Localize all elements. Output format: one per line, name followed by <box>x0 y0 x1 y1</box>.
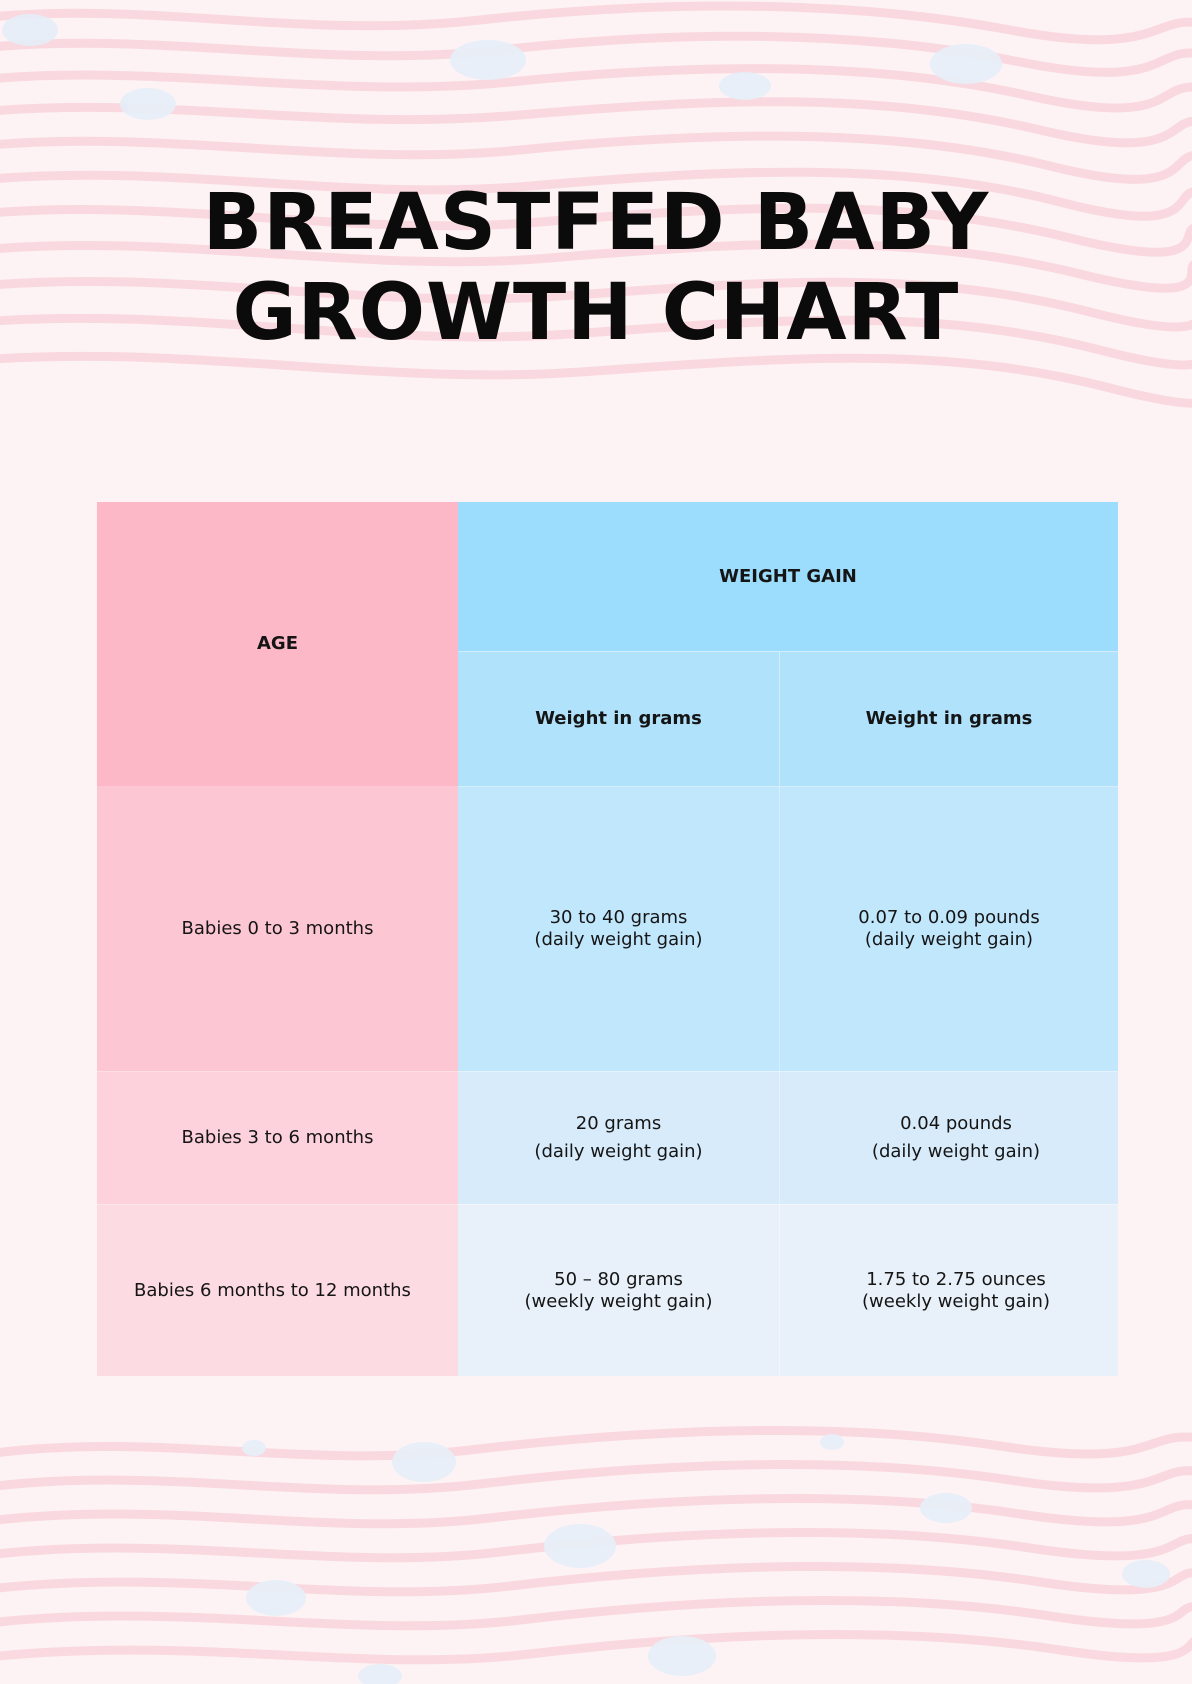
age-header-label: AGE <box>256 633 298 654</box>
weight-gain-header-label: WEIGHT GAIN <box>719 565 857 587</box>
row-grams-value: 30 to 40 grams <box>549 907 688 928</box>
table-row-pounds: 0.04 pounds (daily weight gain) <box>780 1071 1118 1204</box>
row-grams-value: 20 grams <box>575 1113 662 1134</box>
row-grams-note: (daily weight gain) <box>534 1141 703 1162</box>
page-title: Breastfed Baby Growth Chart <box>0 178 1192 358</box>
table-row-pounds: 1.75 to 2.75 ounces (weekly weight gain) <box>780 1204 1118 1376</box>
subheader-pounds: Weight in grams <box>780 651 1118 786</box>
table-row-grams: 30 to 40 grams (daily weight gain) <box>458 786 780 1071</box>
table-row-age: Babies 3 to 6 months <box>97 1071 458 1204</box>
row-pounds-note: (daily weight gain) <box>871 1141 1041 1162</box>
age-header: AGE <box>97 502 458 786</box>
row-grams-note: (daily weight gain) <box>534 929 703 950</box>
weight-gain-header: WEIGHT GAIN <box>458 502 1118 651</box>
title-line-2: Growth Chart <box>232 268 960 358</box>
row-pounds-note: (weekly weight gain) <box>862 1290 1050 1312</box>
table-row-grams: 50 – 80 grams (weekly weight gain) <box>458 1204 780 1376</box>
row-pounds-value: 0.07 to 0.09 pounds <box>858 907 1040 928</box>
table-row-age: Babies 6 months to 12 months <box>97 1204 458 1376</box>
table-row-pounds: 0.07 to 0.09 pounds (daily weight gain) <box>780 786 1118 1071</box>
row-age-label: Babies 0 to 3 months <box>181 917 374 939</box>
table-row-grams: 20 grams (daily weight gain) <box>458 1071 780 1204</box>
table-row-age: Babies 0 to 3 months <box>97 786 458 1071</box>
row-pounds-value: 1.75 to 2.75 ounces <box>866 1268 1046 1290</box>
row-age-label: Babies 3 to 6 months <box>181 1127 374 1148</box>
row-pounds-note: (daily weight gain) <box>864 929 1034 950</box>
title-line-1: Breastfed Baby <box>202 178 990 268</box>
row-grams-value: 50 – 80 grams <box>554 1268 683 1290</box>
subheader-grams: Weight in grams <box>458 651 780 786</box>
row-grams-note: (weekly weight gain) <box>524 1290 713 1312</box>
row-pounds-value: 0.04 pounds <box>900 1113 1012 1134</box>
subheader-pounds-label: Weight in grams <box>865 708 1033 729</box>
subheader-grams-label: Weight in grams <box>535 708 702 729</box>
row-age-label: Babies 6 months to 12 months <box>134 1279 411 1301</box>
